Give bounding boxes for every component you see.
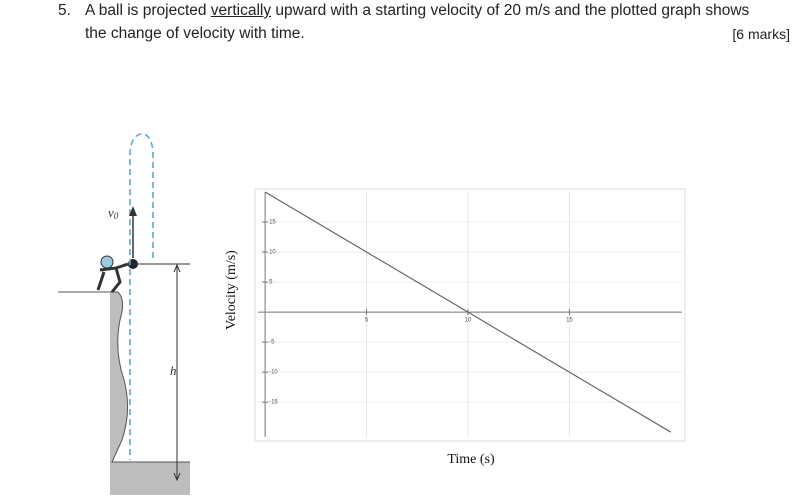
- x-tick-label: 15: [566, 318, 573, 324]
- y-tick-label: 15: [269, 220, 276, 226]
- x-tick-label: 5: [365, 318, 369, 324]
- y-tick-label: -5: [269, 340, 275, 346]
- velocity-line: [264, 191, 672, 433]
- cliff: [58, 292, 190, 495]
- y-axis-label: Velocity (m/s): [224, 250, 239, 330]
- v0-label: v0: [108, 205, 119, 221]
- y-tick-label: -10: [269, 370, 278, 376]
- trajectory: [129, 133, 154, 460]
- question-line-2: the change of velocity with time.: [85, 25, 305, 42]
- person-body: [96, 262, 129, 293]
- y-tick-label: -15: [269, 400, 278, 406]
- text: A ball is projected: [85, 2, 211, 19]
- arrowhead: [129, 206, 137, 216]
- plot-frame: [254, 188, 686, 442]
- x-axis-label: Time (s): [447, 452, 495, 467]
- question-line-1: A ball is projected vertically upward wi…: [85, 2, 749, 20]
- marks: [6 marks]: [732, 26, 790, 42]
- arrowheads: [173, 263, 181, 482]
- person-head: [100, 255, 114, 269]
- v-label: v: [108, 205, 114, 220]
- text: upward with a starting velocity of 20 m/…: [271, 2, 750, 19]
- cliff-edge: [58, 291, 190, 463]
- h-label: h: [170, 363, 177, 378]
- question-number: 5.: [58, 2, 71, 19]
- y-tick-label: 10: [269, 250, 276, 256]
- x-tick-label: 10: [465, 318, 472, 324]
- underlined-text: vertically: [210, 2, 272, 19]
- y-tick-label: 5: [269, 280, 273, 286]
- v-subscript: 0: [114, 211, 119, 221]
